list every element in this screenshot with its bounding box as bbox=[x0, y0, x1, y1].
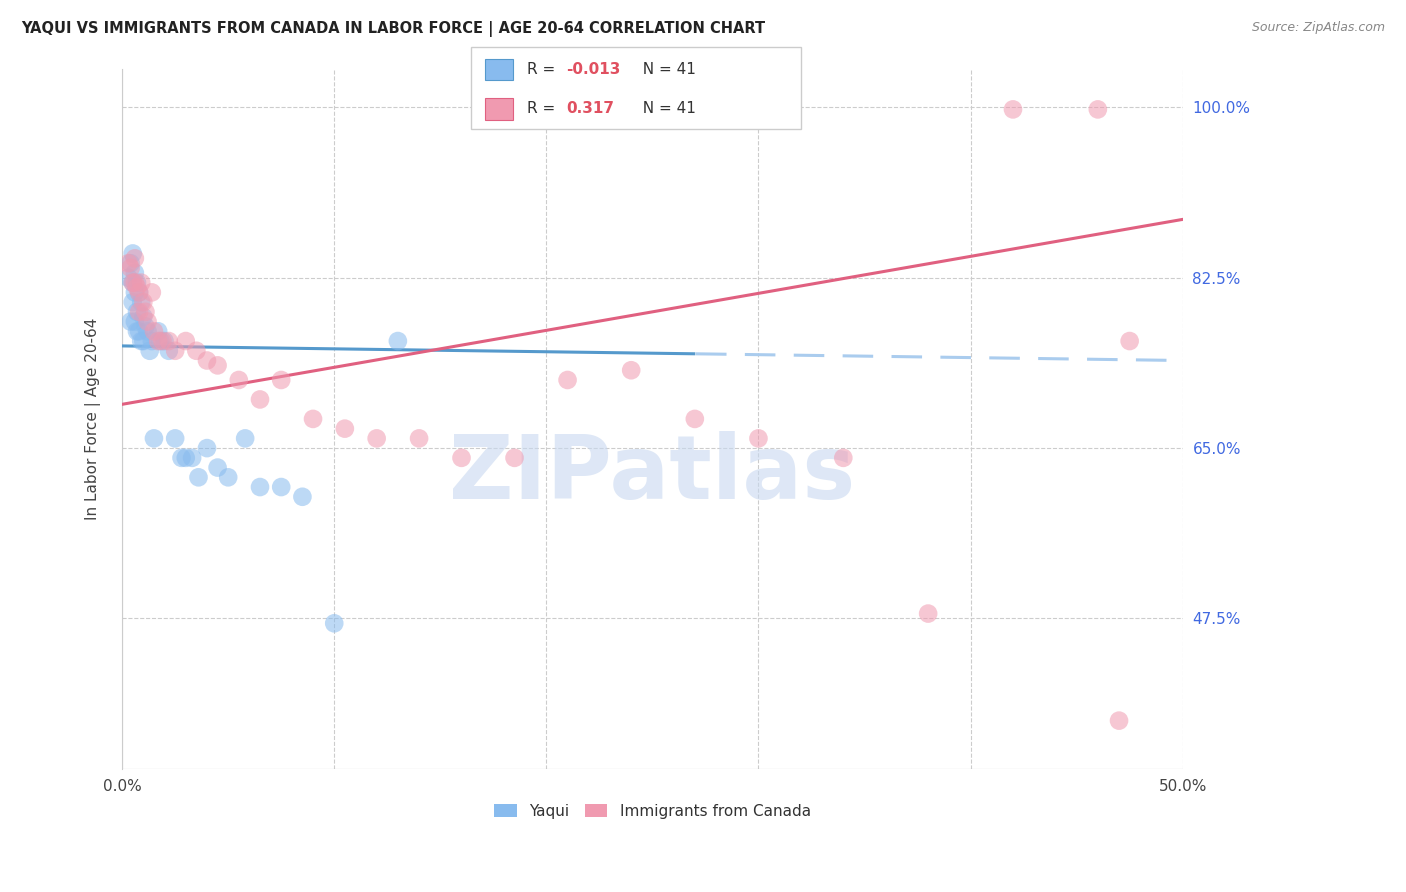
Point bbox=[138, 343, 160, 358]
Point bbox=[408, 431, 430, 445]
Point bbox=[917, 607, 939, 621]
Point bbox=[124, 315, 146, 329]
Point bbox=[121, 295, 143, 310]
Point bbox=[557, 373, 579, 387]
Point bbox=[503, 450, 526, 465]
Point bbox=[141, 334, 163, 348]
Point bbox=[683, 412, 706, 426]
Point bbox=[136, 315, 159, 329]
Point bbox=[142, 431, 165, 445]
Point bbox=[141, 285, 163, 300]
Point bbox=[129, 334, 152, 348]
Point bbox=[132, 295, 155, 310]
Point bbox=[291, 490, 314, 504]
Point bbox=[153, 334, 176, 348]
Point bbox=[132, 334, 155, 348]
Point bbox=[117, 256, 139, 270]
Point bbox=[165, 431, 187, 445]
Point bbox=[120, 315, 142, 329]
Text: ZIPatlas: ZIPatlas bbox=[450, 432, 855, 518]
Point bbox=[620, 363, 643, 377]
Point bbox=[121, 276, 143, 290]
Point bbox=[181, 450, 204, 465]
Point bbox=[124, 276, 146, 290]
Text: Source: ZipAtlas.com: Source: ZipAtlas.com bbox=[1251, 21, 1385, 34]
Text: R =: R = bbox=[527, 102, 565, 116]
Point bbox=[128, 305, 150, 319]
Point bbox=[129, 295, 152, 310]
Point bbox=[333, 422, 356, 436]
Point bbox=[366, 431, 388, 445]
Point bbox=[1087, 103, 1109, 117]
Point bbox=[832, 450, 855, 465]
Text: N = 41: N = 41 bbox=[633, 102, 696, 116]
Point bbox=[117, 270, 139, 285]
Point bbox=[121, 246, 143, 260]
Point bbox=[170, 450, 193, 465]
Legend: Yaqui, Immigrants from Canada: Yaqui, Immigrants from Canada bbox=[488, 797, 817, 825]
Point bbox=[136, 324, 159, 338]
Text: YAQUI VS IMMIGRANTS FROM CANADA IN LABOR FORCE | AGE 20-64 CORRELATION CHART: YAQUI VS IMMIGRANTS FROM CANADA IN LABOR… bbox=[21, 21, 765, 37]
Point bbox=[174, 450, 197, 465]
Point bbox=[134, 319, 156, 334]
Point bbox=[450, 450, 472, 465]
Point bbox=[142, 324, 165, 338]
Point bbox=[186, 343, 208, 358]
Point bbox=[124, 252, 146, 266]
Point bbox=[125, 324, 148, 338]
Point bbox=[747, 431, 769, 445]
Text: -0.013: -0.013 bbox=[567, 62, 621, 77]
Point bbox=[128, 285, 150, 300]
Point bbox=[217, 470, 239, 484]
Point bbox=[125, 280, 148, 294]
Point bbox=[174, 334, 197, 348]
Point bbox=[233, 431, 256, 445]
Point bbox=[187, 470, 209, 484]
Point bbox=[270, 480, 292, 494]
Point bbox=[270, 373, 292, 387]
Point bbox=[120, 256, 142, 270]
Y-axis label: In Labor Force | Age 20-64: In Labor Force | Age 20-64 bbox=[86, 318, 101, 520]
Point bbox=[1118, 334, 1140, 348]
Point bbox=[157, 343, 180, 358]
Point bbox=[125, 305, 148, 319]
Point bbox=[195, 353, 218, 368]
Point bbox=[132, 310, 155, 324]
Text: R =: R = bbox=[527, 62, 561, 77]
Point bbox=[124, 285, 146, 300]
Point bbox=[302, 412, 325, 426]
Point bbox=[165, 343, 187, 358]
Point bbox=[1108, 714, 1130, 728]
Point bbox=[128, 324, 150, 338]
Point bbox=[1001, 103, 1024, 117]
Point bbox=[249, 392, 271, 407]
Point bbox=[129, 276, 152, 290]
Text: 0.317: 0.317 bbox=[567, 102, 614, 116]
Point bbox=[207, 359, 229, 373]
Point bbox=[323, 616, 346, 631]
Point bbox=[152, 334, 174, 348]
Point bbox=[195, 441, 218, 455]
Point bbox=[207, 460, 229, 475]
Point bbox=[125, 276, 148, 290]
Point bbox=[228, 373, 250, 387]
Point bbox=[134, 305, 156, 319]
Point bbox=[387, 334, 409, 348]
Point bbox=[120, 261, 142, 276]
Point bbox=[121, 276, 143, 290]
Text: N = 41: N = 41 bbox=[633, 62, 696, 77]
Point bbox=[249, 480, 271, 494]
Point bbox=[157, 334, 180, 348]
Point bbox=[148, 334, 170, 348]
Point bbox=[149, 334, 172, 348]
Point bbox=[128, 285, 150, 300]
Point bbox=[148, 324, 170, 338]
Point bbox=[124, 266, 146, 280]
